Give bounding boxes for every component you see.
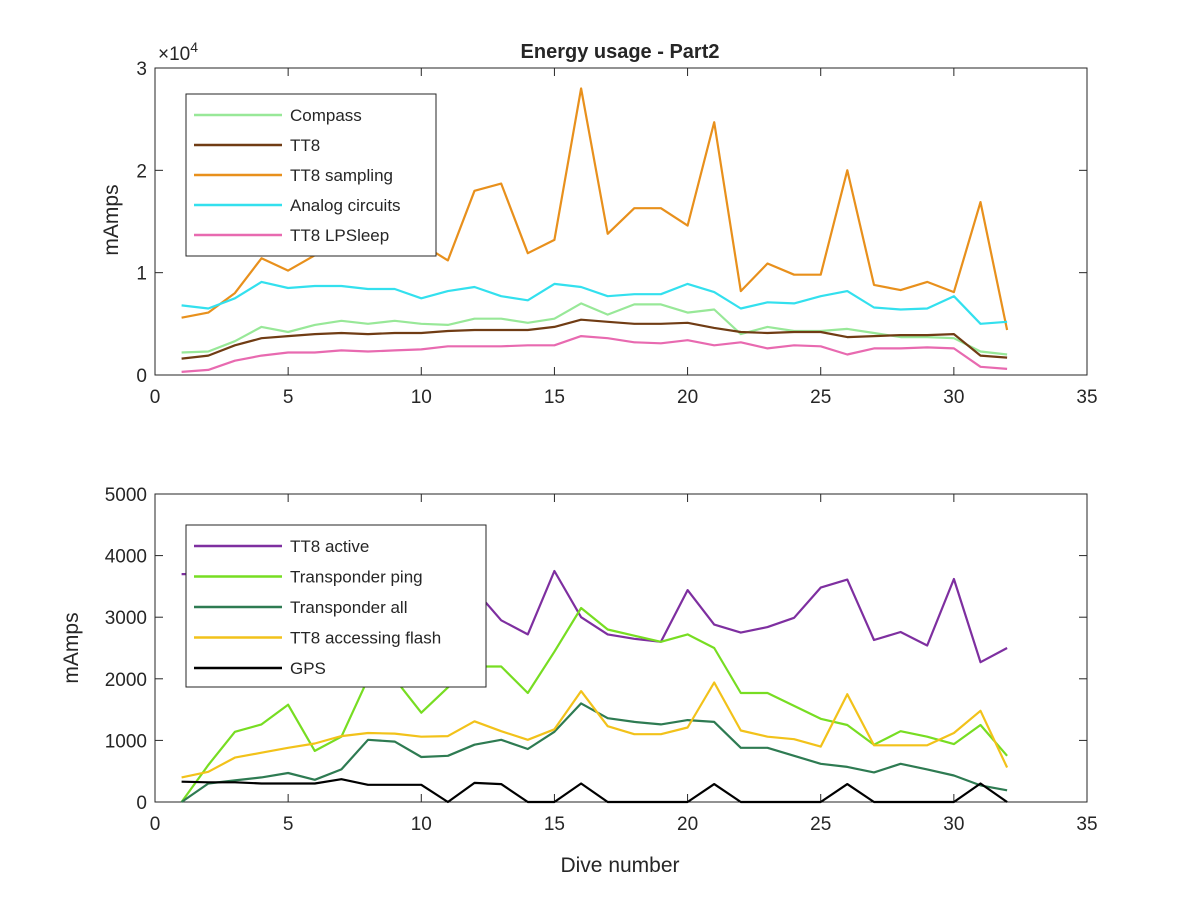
top-legend-entry: TT8 sampling [290, 166, 393, 185]
bottom-y-tick-label: 4000 [105, 547, 147, 568]
top-chart-title: Energy usage - Part2 [521, 41, 720, 63]
top-series-line-tt8-lpsleep [181, 335, 1008, 373]
top-legend-entry: TT8 [290, 136, 320, 155]
top-y-tick-label: 3 [136, 59, 147, 80]
bottom-subplot: mAmps Dive number 0 5 10 15 20 25 30 35 0 1000 200… [60, 485, 1098, 877]
bottom-x-tick-label: 25 [810, 814, 831, 835]
top-x-tick-label: 5 [283, 387, 294, 408]
bottom-series-line-transponder-ping [180, 606, 1008, 803]
top-x-tick-label: 0 [150, 387, 161, 408]
bottom-x-axis-label: Dive number [560, 854, 679, 877]
top-y-tick-label: 2 [136, 161, 147, 182]
bottom-legend-entry: Transponder ping [290, 568, 423, 587]
bottom-y-axis-label: mAmps [60, 612, 83, 683]
top-legend-entry: TT8 LPSleep [290, 226, 389, 245]
bottom-y-tick-label: 3000 [105, 608, 147, 629]
bottom-x-tick-label: 35 [1076, 814, 1097, 835]
bottom-legend-entry: TT8 accessing flash [290, 629, 441, 648]
bottom-y-tick-label: 1000 [105, 731, 147, 752]
top-legend-entry: Analog circuits [290, 196, 401, 215]
bottom-x-tick-label: 0 [150, 814, 161, 835]
top-y-tick-label: 1 [136, 264, 147, 285]
top-subplot: Energy usage - Part2 mAmps ×104 0 5 10 15 20… [100, 39, 1098, 408]
top-axes-box [154, 67, 1088, 376]
bottom-y-tick-label: 0 [136, 793, 147, 814]
bottom-series-line-gps [181, 778, 1008, 804]
bottom-series-line-transponder-all [180, 702, 1008, 803]
top-y-exponent-multiplier: ×104 [158, 39, 198, 65]
top-legend-entry: Compass [290, 106, 362, 125]
bottom-x-tick-label: 5 [283, 814, 294, 835]
top-series-line-compass [181, 302, 1008, 356]
bottom-y-tick-label: 2000 [105, 670, 147, 691]
top-x-tick-label: 20 [677, 387, 698, 408]
bottom-legend-entry: TT8 active [290, 537, 369, 556]
top-x-tick-label: 35 [1076, 387, 1097, 408]
top-x-tick-label: 15 [544, 387, 565, 408]
top-y-axis-label: mAmps [100, 184, 123, 255]
top-y-tick-label: 0 [136, 366, 147, 387]
top-x-tick-label: 25 [810, 387, 831, 408]
bottom-series-line-tt8-accessing-flash [181, 681, 1009, 779]
bottom-legend-entry: GPS [290, 659, 326, 678]
bottom-legend-entry: Transponder all [290, 598, 408, 617]
bottom-x-tick-label: 10 [411, 814, 432, 835]
bottom-x-tick-label: 15 [544, 814, 565, 835]
bottom-y-tick-label: 5000 [105, 485, 147, 506]
bottom-x-tick-label: 30 [943, 814, 964, 835]
top-x-tick-label: 10 [411, 387, 432, 408]
top-series-line-tt8 [181, 318, 1008, 360]
bottom-x-tick-label: 20 [677, 814, 698, 835]
top-x-tick-label: 30 [943, 387, 964, 408]
top-series-line-analog-circuits [181, 280, 1008, 325]
